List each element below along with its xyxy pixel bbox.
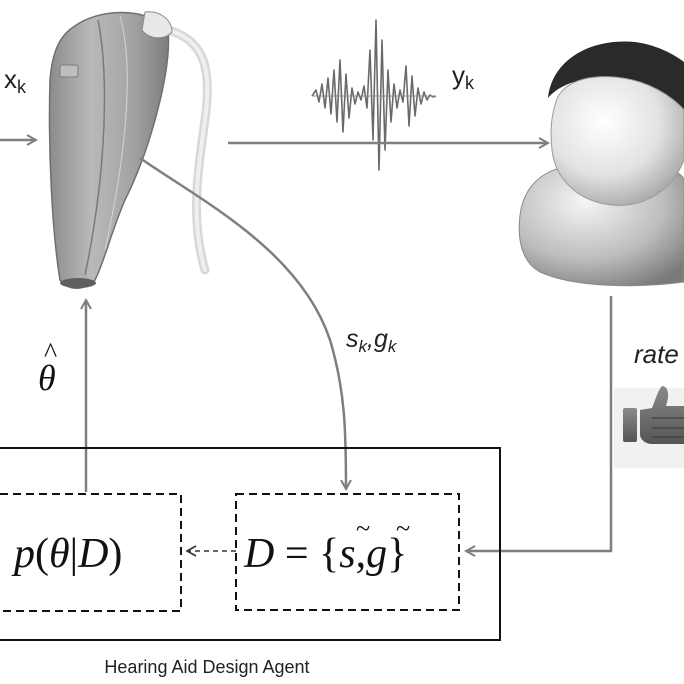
s-tilde-accent: ~ [356,514,370,543]
g-tilde-accent: ~ [396,514,410,543]
params-label: sk,gk [346,325,398,356]
rating-signal: rate [466,296,679,551]
posterior-box: p(θ|D) [0,493,182,612]
user-face [550,76,684,206]
output-label: yk [452,60,475,93]
agent-title: Hearing Aid Design Agent [104,657,309,677]
dataset-formula: D = {s,g} [243,531,407,577]
waveform-icon [311,19,437,171]
params-arrow [139,156,346,489]
rating-label: rate [634,339,679,369]
theta-update-signal: θ ^ [38,300,86,492]
theta-hat-accent: ^ [44,338,57,369]
input-label: xk [4,64,27,97]
theta-hat-label: θ [38,358,56,398]
posterior-formula: p(θ|D) [11,531,122,577]
params-signal: sk,gk [139,156,398,489]
user-avatar-icon [518,41,684,287]
hearing-aid-body [48,11,170,289]
dataset-box: D = {s,g} ~ ~ [235,493,460,611]
hearing-aid-icon [48,11,212,289]
rating-arrow [466,296,613,551]
user-hair [548,41,684,119]
input-signal: xk [0,64,36,140]
agent-box [0,447,501,641]
output-signal: yk [228,60,548,143]
thumbs-up-icon [614,386,684,468]
hearing-aid-button [59,64,79,78]
